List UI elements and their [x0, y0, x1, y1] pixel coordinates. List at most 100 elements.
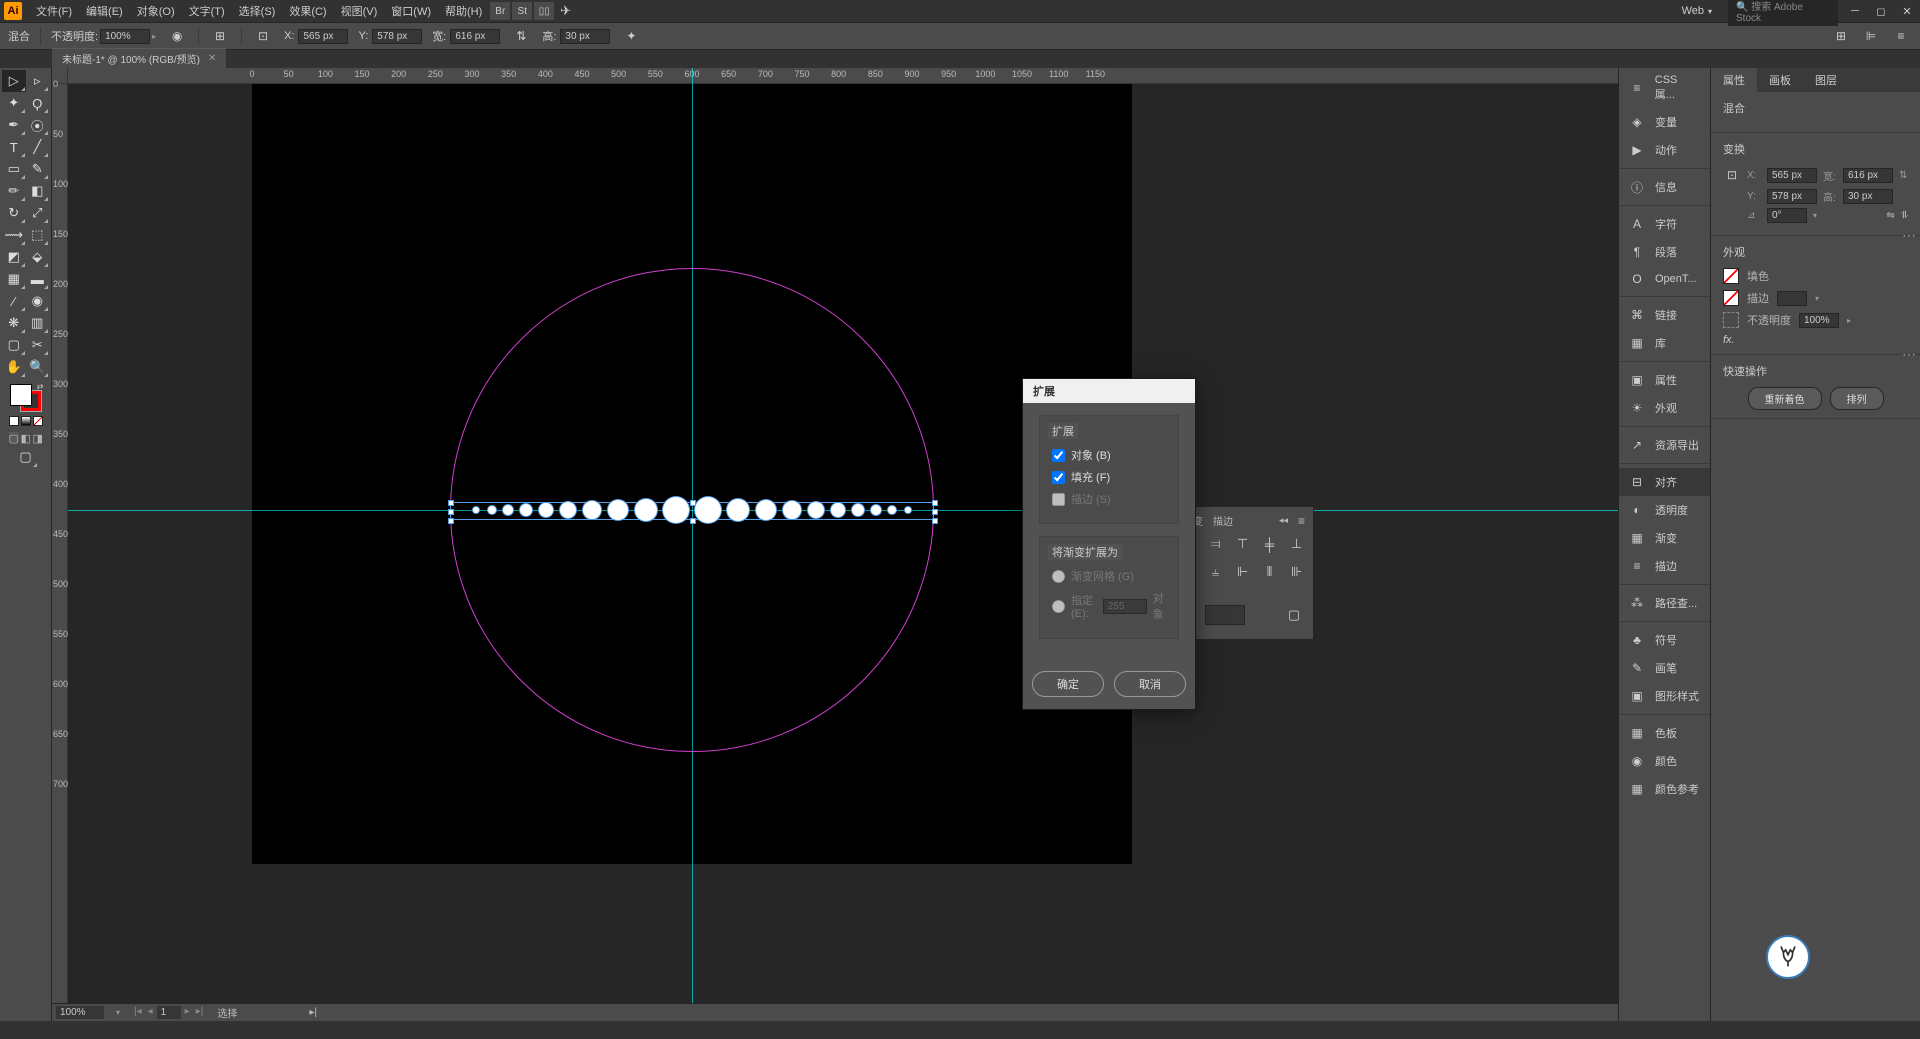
stroke-weight-input[interactable] [1777, 291, 1807, 306]
blend-dot[interactable] [852, 504, 864, 516]
snap-icon[interactable]: ⊞ [1830, 26, 1852, 46]
pen-tool[interactable]: ✒ [2, 114, 26, 136]
drawing-mode-behind[interactable]: ◧ [21, 432, 31, 442]
magic-wand-tool[interactable]: ✦ [2, 92, 26, 114]
blend-dot[interactable] [888, 506, 896, 514]
artboard-nav[interactable]: |◂◂▸▸| [132, 1006, 205, 1019]
ruler-horizontal[interactable]: 0501001502002503003504004505005506006507… [68, 68, 1618, 84]
expand-object-checkbox[interactable]: 对象 (B) [1052, 447, 1166, 463]
menu-edit[interactable]: 编辑(E) [80, 1, 129, 21]
stock-icon[interactable]: St [512, 2, 532, 20]
dist-bottom-icon[interactable]: ⫨ [1207, 562, 1224, 582]
slice-tool[interactable]: ✂ [26, 334, 50, 356]
direct-selection-tool[interactable]: ▹ [26, 70, 50, 92]
drawing-mode-normal[interactable]: ▢ [9, 432, 19, 442]
dock-item-渐变[interactable]: ▦渐变 [1619, 524, 1710, 552]
align-collapse-icon[interactable]: ◂◂ [1279, 515, 1288, 526]
link-wh-icon[interactable]: ⇅ [510, 26, 532, 46]
align-menu-icon[interactable]: ≡ [1298, 514, 1305, 528]
tab-layers[interactable]: 图层 [1803, 68, 1849, 92]
eraser-tool[interactable]: ◧ [26, 180, 50, 202]
rectangle-tool[interactable]: ▭ [2, 158, 26, 180]
dock-item-CSS属[interactable]: ≡CSS 属... [1619, 68, 1710, 108]
tab-properties[interactable]: 属性 [1711, 68, 1757, 92]
align-bottom-icon[interactable]: ⊥ [1288, 534, 1305, 554]
selection-tool[interactable]: ▷ [2, 70, 26, 92]
maximize-button[interactable]: ◻ [1872, 4, 1890, 18]
blend-dot[interactable] [831, 503, 845, 517]
dock-item-色板[interactable]: ▦色板 [1619, 719, 1710, 747]
eyedropper-tool[interactable]: ⁄ [2, 290, 26, 312]
dock-item-动作[interactable]: ▶动作 [1619, 136, 1710, 164]
drawing-mode-inside[interactable]: ◨ [33, 432, 43, 442]
prop-w-input[interactable] [1843, 168, 1893, 183]
gradient-tool[interactable]: ▬ [26, 268, 50, 290]
opacity-input[interactable] [100, 29, 150, 44]
blend-dot[interactable] [727, 499, 749, 521]
selection-handle[interactable] [932, 518, 938, 524]
type-tool[interactable]: T [2, 136, 26, 158]
blend-dot[interactable] [503, 505, 513, 515]
paintbrush-tool[interactable]: ✎ [26, 158, 50, 180]
arrange-icon[interactable]: ▯▯ [534, 2, 554, 20]
artboard-index-input[interactable] [157, 1006, 181, 1019]
reference-point-icon[interactable]: ⊡ [1723, 165, 1741, 185]
hand-tool[interactable]: ✋ [2, 356, 26, 378]
w-input[interactable] [450, 29, 500, 44]
prop-opacity-input[interactable] [1799, 313, 1839, 328]
dock-item-画笔[interactable]: ✎画笔 [1619, 654, 1710, 682]
shape-builder-tool[interactable]: ◩ [2, 246, 26, 268]
dialog-cancel-button[interactable]: 取消 [1114, 671, 1186, 697]
swap-fill-stroke-icon[interactable]: ⇄ [37, 382, 44, 391]
menu-effect[interactable]: 效果(C) [283, 1, 332, 21]
tab-close-icon[interactable]: ✕ [208, 53, 216, 64]
blend-dot[interactable] [560, 502, 576, 518]
selection-handle[interactable] [690, 518, 696, 524]
menu-select[interactable]: 选择(S) [233, 1, 282, 21]
blend-dot[interactable] [539, 503, 553, 517]
blend-dot[interactable] [663, 497, 689, 523]
blend-dot[interactable] [695, 497, 721, 523]
menu-help[interactable]: 帮助(H) [439, 1, 488, 21]
tab-artboards[interactable]: 画板 [1757, 68, 1803, 92]
selection-handle[interactable] [932, 509, 938, 515]
dialog-ok-button[interactable]: 确定 [1032, 671, 1104, 697]
align-right-icon[interactable]: ⫤ [1207, 534, 1224, 554]
width-tool[interactable]: ⟿ [2, 224, 26, 246]
blend-dot[interactable] [583, 501, 601, 519]
zoom-tool[interactable]: 🔍 [26, 356, 50, 378]
rotate-tool[interactable]: ↻ [2, 202, 26, 224]
align-top-icon[interactable]: ⊤ [1234, 534, 1251, 554]
status-play-icon[interactable]: ▸| [309, 1007, 317, 1018]
line-tool[interactable]: ╱ [26, 136, 50, 158]
selection-handle[interactable] [448, 518, 454, 524]
graph-tool[interactable]: ▥ [26, 312, 50, 334]
dock-item-字符[interactable]: A字符 [1619, 210, 1710, 238]
zoom-input[interactable] [56, 1006, 104, 1019]
prop-rotate-input[interactable] [1767, 208, 1807, 223]
align-vcenter-icon[interactable]: ╪ [1261, 534, 1278, 554]
flip-h-icon[interactable]: ⇋ [1886, 210, 1894, 221]
selection-handle[interactable] [932, 500, 938, 506]
canvas[interactable]: 0501001502002503003504004505005506006507… [52, 68, 1618, 1021]
artboard-tool[interactable]: ▢ [2, 334, 26, 356]
symbol-sprayer-tool[interactable]: ❋ [2, 312, 26, 334]
anchor-icon[interactable]: ⊡ [252, 26, 274, 46]
flip-v-icon[interactable]: ⥮ [1901, 210, 1908, 221]
blend-dot[interactable] [905, 507, 911, 513]
style-icon[interactable]: ◉ [166, 26, 188, 46]
screen-mode-tool[interactable]: ▢ [13, 446, 38, 468]
dist-hcenter-icon[interactable]: ⫴ [1261, 562, 1278, 582]
shaper-tool[interactable]: ✏ [2, 180, 26, 202]
x-input[interactable] [298, 29, 348, 44]
h-input[interactable] [560, 29, 610, 44]
none-mode-icon[interactable] [33, 416, 43, 426]
dock-item-外观[interactable]: ☀外观 [1619, 394, 1710, 422]
align-panel-icon[interactable]: ⊫ [1860, 26, 1882, 46]
opacity-control[interactable]: 不透明度: ▸ [51, 28, 156, 44]
selection-handle[interactable] [448, 509, 454, 515]
appearance-more-icon[interactable]: ⋯ [1902, 346, 1916, 363]
dock-item-段落[interactable]: ¶段落 [1619, 238, 1710, 266]
dist-left-icon[interactable]: ⊩ [1234, 562, 1251, 582]
dock-item-对齐[interactable]: ⊟对齐 [1619, 468, 1710, 496]
